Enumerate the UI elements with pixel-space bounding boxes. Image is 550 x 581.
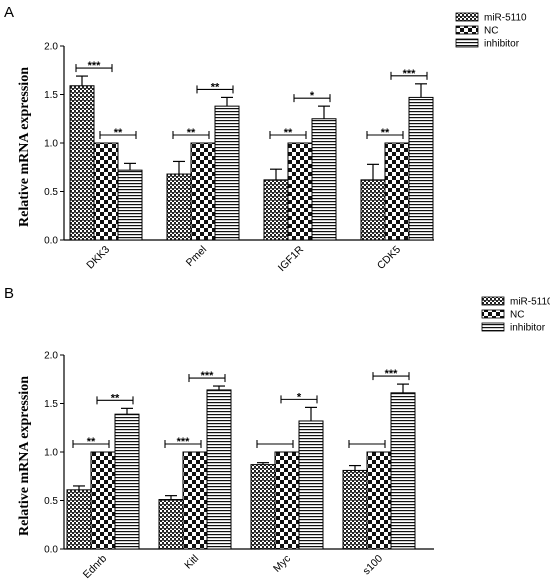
legend-swatch-mir-5110 (455, 12, 479, 22)
legend-swatch-nc (481, 309, 505, 319)
bar-nc (384, 142, 410, 241)
legend-label: NC (484, 26, 498, 37)
y-axis-title: Relative mRNA expression (17, 67, 32, 227)
significance-label: ** (381, 127, 390, 139)
bar-nc (90, 451, 116, 550)
legend-label: miR-5110 (510, 297, 550, 308)
bar-mir-5110 (69, 85, 95, 241)
y-tick-label: 1.0 (44, 448, 58, 459)
category-label: Myc (271, 553, 293, 575)
significance-label: *** (177, 436, 191, 448)
panel-label: B (4, 285, 14, 302)
bar-inhibitor (214, 105, 240, 241)
y-tick-label: 1.0 (44, 139, 58, 150)
bar-inhibitor (114, 413, 140, 550)
bar-inhibitor (117, 169, 143, 241)
bar-nc (182, 451, 208, 550)
bar-inhibitor (206, 389, 232, 550)
category-label: IGF1R (276, 243, 307, 274)
bar-inhibitor (298, 420, 324, 550)
chart-panel-b: B 0.0 0.5 1.0 1.5 2.0 Relative mRNA expression… (4, 285, 550, 581)
significance-label: *** (201, 370, 215, 382)
y-tick-label: 1.5 (44, 399, 58, 410)
category-label: Kitl (182, 553, 201, 572)
bar-mir-5110 (166, 173, 192, 241)
category-label: Ednrb (81, 553, 109, 581)
significance-label: ** (187, 127, 196, 139)
y-tick-label: 2.0 (44, 42, 58, 53)
significance-label: ** (87, 436, 96, 448)
significance-label: *** (385, 368, 399, 380)
legend-swatch-inhibitor (455, 38, 479, 48)
y-tick-label: 0.5 (44, 496, 58, 507)
significance-label: ** (111, 392, 120, 404)
significance-label: *** (403, 68, 417, 80)
legend-swatch-inhibitor (481, 322, 505, 332)
category-label: CDK5 (375, 244, 403, 272)
y-axis-title: Relative mRNA expression (17, 376, 32, 536)
bar-mir-5110 (250, 464, 276, 550)
significance-label: * (297, 391, 302, 403)
chart-panel-a: A 0.0 0.5 1.0 1.5 2.0 Relative mRNA expression… (4, 4, 527, 274)
bar-nc (190, 142, 216, 241)
bar-inhibitor (408, 96, 434, 241)
y-tick-label: 0.0 (44, 236, 58, 247)
bar-mir-5110 (360, 179, 386, 241)
y-tick-label: 0.5 (44, 187, 58, 198)
category-label: DKK3 (84, 244, 112, 272)
significance-label: ** (284, 127, 293, 139)
bar-mir-5110 (342, 469, 368, 550)
bar-mir-5110 (158, 499, 184, 550)
bar-inhibitor (311, 118, 337, 241)
bar-nc (287, 142, 313, 241)
significance-label: * (310, 90, 315, 102)
bar-mir-5110 (263, 179, 289, 241)
category-label: Pmel (184, 244, 209, 269)
significance-label: ** (114, 127, 123, 139)
significance-label: ** (211, 81, 220, 93)
legend-label: miR-5110 (484, 13, 527, 24)
bar-nc (366, 451, 392, 550)
panel-label: A (4, 4, 14, 21)
significance-label: *** (88, 60, 102, 72)
legend-swatch-nc (455, 25, 479, 35)
bar-nc (93, 142, 119, 241)
legend-label: inhibitor (510, 323, 546, 334)
category-label: s100 (361, 553, 386, 578)
legend-label: NC (510, 310, 524, 321)
legend-label: inhibitor (484, 39, 520, 50)
y-tick-label: 2.0 (44, 351, 58, 362)
bar-inhibitor (390, 392, 416, 550)
bar-nc (274, 451, 300, 550)
y-tick-label: 0.0 (44, 545, 58, 556)
bar-mir-5110 (66, 489, 92, 550)
legend-swatch-mir-5110 (481, 296, 505, 306)
y-tick-label: 1.5 (44, 90, 58, 101)
